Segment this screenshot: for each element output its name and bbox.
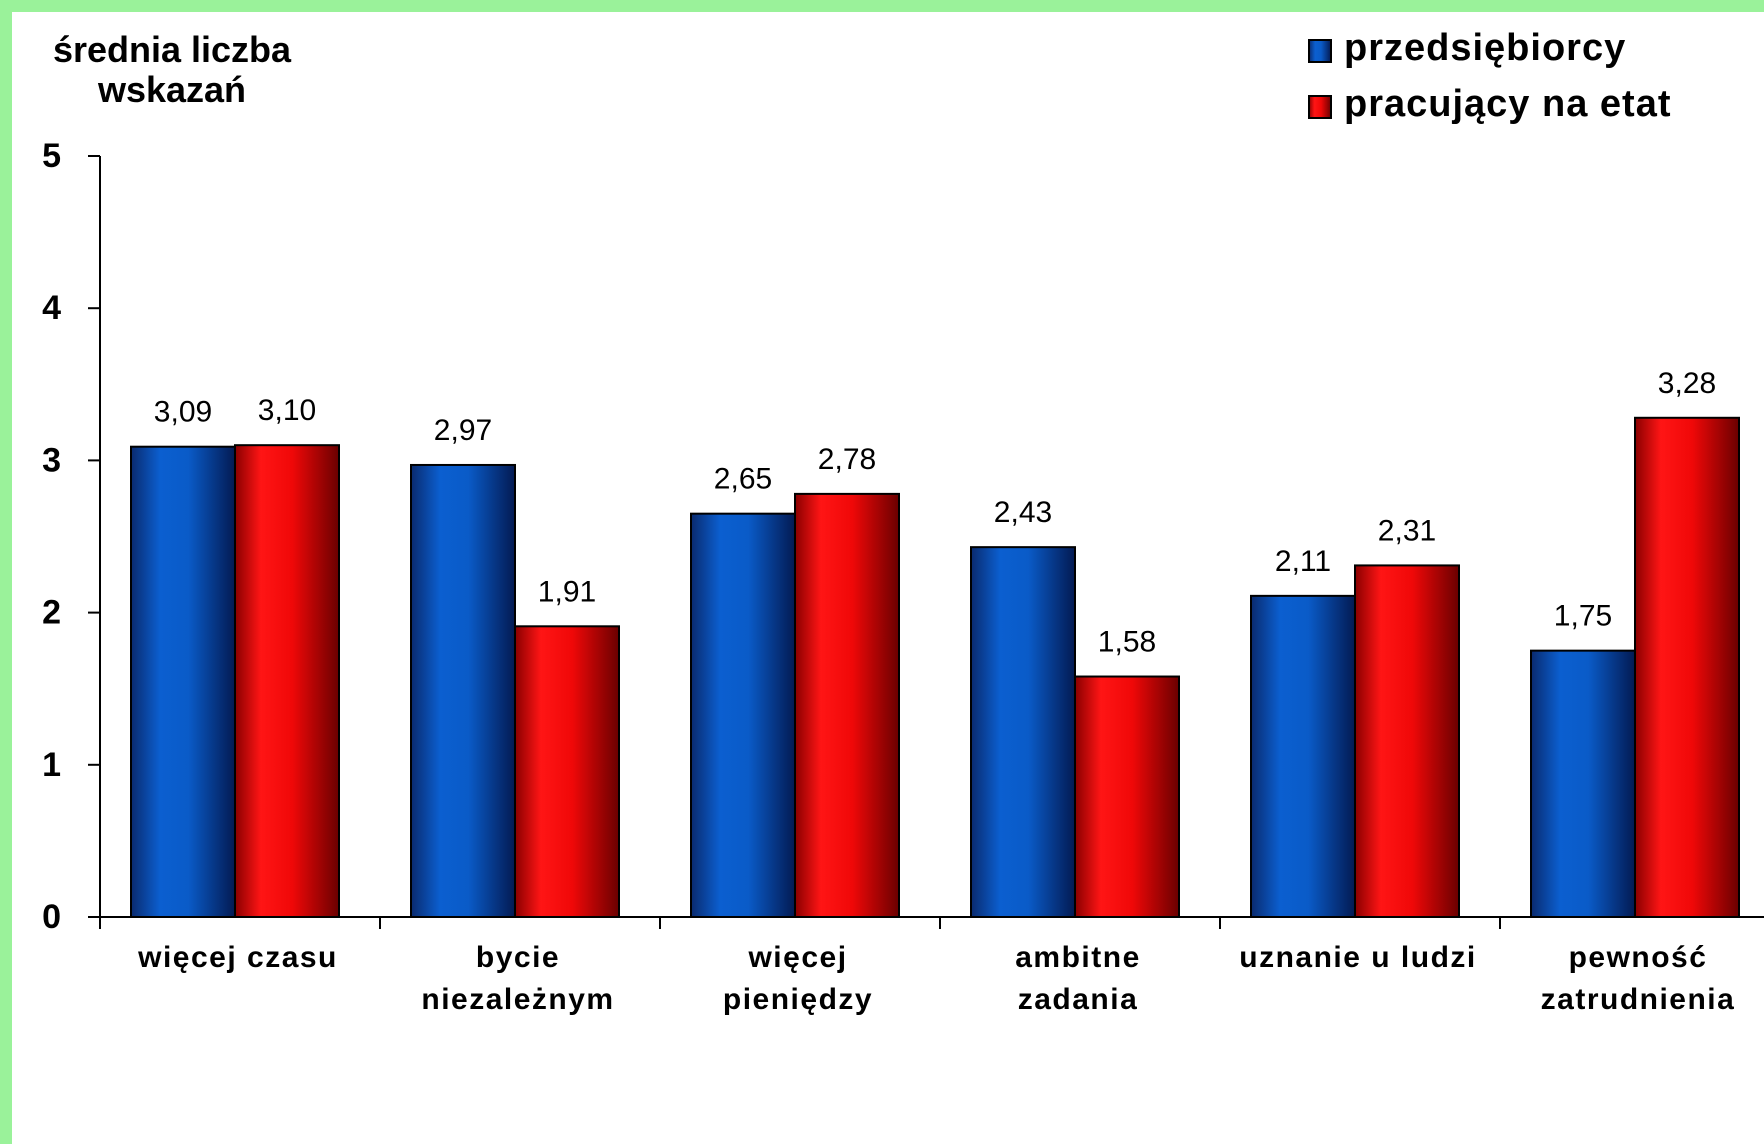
y-axis-title: wskazań xyxy=(97,69,246,110)
legend: przedsiębiorcy pracujący na etat xyxy=(1308,27,1671,125)
y-tick-label: 1 xyxy=(42,746,61,784)
category-label: niezależnym xyxy=(421,983,614,1016)
category-label: więcej czasu xyxy=(137,941,338,974)
chart-frame: 0 1 2 3 4 5 średnia liczba wskazań więcej czasu b… xyxy=(12,12,1764,1144)
data-label: 3,10 xyxy=(258,394,316,427)
category-label: zadania xyxy=(1018,983,1139,1016)
bar-przedsiebiorcy xyxy=(410,463,516,918)
legend-label: pracujący na etat xyxy=(1344,83,1671,125)
bar-przedsiebiorcy xyxy=(1250,594,1356,918)
bar-przedsiebiorcy xyxy=(970,546,1076,918)
bar-przedsiebiorcy xyxy=(1530,649,1636,919)
bar-pracujacy xyxy=(1354,564,1460,919)
bar-pracujacy xyxy=(514,625,620,918)
category-label: bycie xyxy=(476,941,560,974)
y-tick-label: 2 xyxy=(42,594,61,632)
data-label: 3,28 xyxy=(1658,367,1716,400)
y-tick-label: 3 xyxy=(42,441,61,479)
data-label: 1,75 xyxy=(1554,600,1612,633)
category-label: zatrudnienia xyxy=(1541,983,1736,1016)
bar-pracujacy xyxy=(1074,675,1180,918)
bar-pracujacy xyxy=(794,492,900,918)
bars xyxy=(130,416,1740,919)
legend-swatch-red xyxy=(1308,95,1332,119)
category-label: pewność xyxy=(1569,941,1708,974)
bar-przedsiebiorcy xyxy=(690,512,796,918)
legend-label: przedsiębiorcy xyxy=(1344,27,1626,69)
category-label: ambitne xyxy=(1015,941,1141,974)
y-tick-label: 5 xyxy=(42,137,61,175)
y-tick-label: 4 xyxy=(42,289,61,327)
bar-pracujacy xyxy=(1634,416,1740,918)
y-axis-title: średnia liczba xyxy=(53,29,292,70)
data-label: 2,11 xyxy=(1275,545,1331,578)
data-label: 2,65 xyxy=(714,463,772,496)
data-labels: 3,09 2,97 2,65 2,43 2,11 1,75 3,10 1,91 2,78 1,58… xyxy=(154,367,1716,659)
data-label: 3,09 xyxy=(154,396,212,429)
bar-pracujacy xyxy=(234,444,340,918)
data-label: 1,91 xyxy=(538,575,596,608)
y-tick-label: 0 xyxy=(42,898,61,936)
data-label: 2,31 xyxy=(1378,514,1436,547)
category-label: więcej xyxy=(747,941,847,974)
category-label: pieniędzy xyxy=(723,983,873,1016)
legend-swatch-blue xyxy=(1308,39,1332,63)
data-label: 2,78 xyxy=(818,443,876,476)
data-label: 2,97 xyxy=(434,414,492,447)
category-label: uznanie u ludzi xyxy=(1239,941,1477,974)
data-label: 2,43 xyxy=(994,496,1052,529)
bar-przedsiebiorcy xyxy=(130,445,236,918)
data-label: 1,58 xyxy=(1098,626,1156,659)
